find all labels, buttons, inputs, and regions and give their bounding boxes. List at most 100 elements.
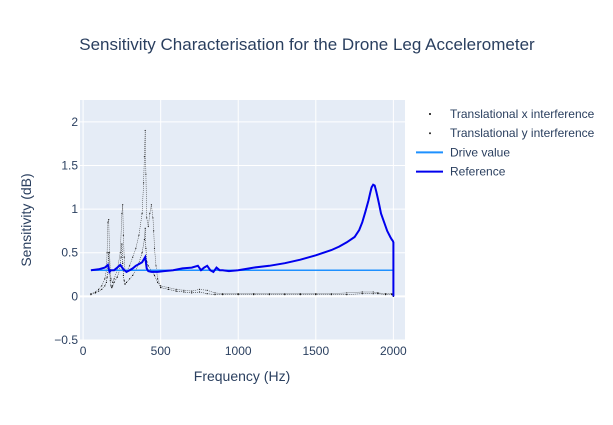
x-axis-label: Frequency (Hz) <box>194 368 290 384</box>
data-point <box>98 288 100 290</box>
x-tick-label: 1500 <box>302 344 329 358</box>
legend-item[interactable]: Translational y interference <box>429 126 595 140</box>
series-dotted-line <box>90 228 394 297</box>
data-point <box>198 288 201 290</box>
data-point <box>122 274 124 276</box>
data-point <box>146 217 148 219</box>
data-point <box>108 219 110 221</box>
legend-item[interactable]: Translational x interference <box>429 107 595 121</box>
data-point <box>129 278 131 280</box>
data-point <box>123 256 125 258</box>
data-point <box>391 293 393 295</box>
data-point <box>222 293 224 295</box>
data-point <box>135 247 137 249</box>
data-point <box>143 182 145 184</box>
data-point <box>253 294 255 296</box>
data-point <box>153 247 156 249</box>
data-point <box>153 274 156 276</box>
data-point <box>104 278 106 280</box>
data-point <box>315 294 317 296</box>
plot-background <box>80 100 405 340</box>
data-point <box>372 293 374 295</box>
data-point <box>104 285 106 287</box>
data-point <box>119 252 121 254</box>
data-point <box>268 294 270 296</box>
y-tick-label: 0 <box>71 289 78 303</box>
y-tick-label: 1.5 <box>61 158 78 172</box>
data-point <box>385 293 387 295</box>
data-point <box>377 292 379 294</box>
data-point <box>108 252 111 254</box>
data-point <box>214 294 216 296</box>
data-point <box>98 290 100 292</box>
data-point <box>157 278 159 280</box>
data-point <box>299 293 301 295</box>
y-tick-label: 1 <box>71 202 78 216</box>
series-line <box>90 183 395 297</box>
data-point <box>106 276 108 278</box>
data-point <box>144 129 146 132</box>
data-point <box>94 292 97 294</box>
data-point <box>145 247 147 249</box>
data-point <box>330 294 332 296</box>
data-point <box>361 293 363 295</box>
data-point <box>147 225 149 228</box>
data-point <box>361 291 363 293</box>
data-point <box>138 234 140 236</box>
data-point <box>183 289 185 291</box>
data-point <box>237 294 239 296</box>
series-y-interference <box>90 129 394 297</box>
legend-label: Translational x interference <box>450 107 595 121</box>
data-point <box>121 243 123 245</box>
x-tick-labels: 0 500 1000 1500 2000 <box>80 344 407 358</box>
data-point <box>107 221 109 223</box>
data-point <box>147 265 149 267</box>
data-point <box>198 291 201 293</box>
data-point <box>167 288 169 290</box>
data-point <box>122 262 124 264</box>
data-point <box>167 287 169 289</box>
data-point <box>372 291 374 293</box>
data-point <box>132 256 134 258</box>
data-point <box>149 212 151 215</box>
data-point <box>175 290 177 292</box>
data-point <box>112 281 114 283</box>
data-point <box>144 227 146 229</box>
data-point <box>109 280 111 282</box>
data-point <box>183 291 185 293</box>
data-point <box>253 293 255 295</box>
data-point <box>191 292 193 294</box>
legend-swatch <box>429 113 431 115</box>
legend-label: Drive value <box>450 145 510 159</box>
chart-title: Sensitivity Characterisation for the Dro… <box>79 35 535 54</box>
data-point <box>346 292 348 294</box>
data-point <box>385 294 387 296</box>
data-point <box>121 212 123 215</box>
data-point <box>116 276 118 278</box>
data-point <box>90 293 92 295</box>
data-point <box>129 265 131 267</box>
y-tick-label: 2 <box>71 115 78 129</box>
data-point <box>120 256 122 258</box>
grid-lines <box>80 100 405 341</box>
data-point <box>101 285 103 287</box>
data-point <box>123 280 125 282</box>
data-point <box>124 283 126 285</box>
y-tick-labels: −0.5 0 0.5 1 1.5 2 <box>54 115 78 347</box>
data-point <box>125 281 128 283</box>
data-point <box>122 234 124 236</box>
legend-item[interactable]: Drive value <box>416 145 510 159</box>
legend-item[interactable]: Reference <box>416 165 506 179</box>
legend-swatch <box>429 132 431 135</box>
x-tick-label: 1000 <box>225 344 252 358</box>
y-axis-label: Sensitivity (dB) <box>18 173 34 266</box>
data-point <box>106 252 108 254</box>
data-point <box>315 293 317 295</box>
data-point <box>90 294 92 296</box>
data-point <box>143 239 145 241</box>
data-point <box>141 252 143 254</box>
legend[interactable]: Translational x interference Translationa… <box>416 107 595 179</box>
data-point <box>299 294 301 296</box>
data-point <box>160 287 162 289</box>
